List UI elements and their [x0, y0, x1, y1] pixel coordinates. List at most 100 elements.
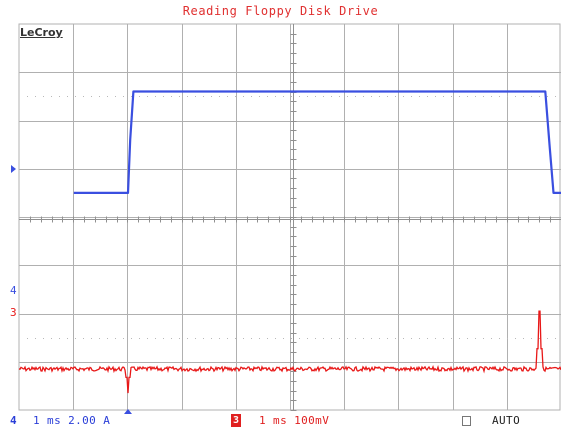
grid-dot — [427, 96, 428, 97]
grid-dot — [59, 338, 60, 339]
grid-dot — [467, 338, 468, 339]
grid-dot — [187, 338, 188, 339]
grid-dot — [331, 96, 332, 97]
grid-dot — [123, 338, 124, 339]
grid-dot — [43, 96, 44, 97]
grid-dot — [555, 96, 556, 97]
grid-dot — [443, 96, 444, 97]
grid-dot — [507, 96, 508, 97]
plot-title: Reading Floppy Disk Drive — [182, 4, 379, 18]
grid-dot — [259, 96, 260, 97]
grid-dot — [307, 96, 308, 97]
grid-dot — [59, 96, 60, 97]
grid-dot — [435, 96, 436, 97]
grid-dot — [99, 338, 100, 339]
grid-dot — [227, 338, 228, 339]
grid-dot — [195, 96, 196, 97]
grid-dot — [443, 338, 444, 339]
grid-dot — [387, 96, 388, 97]
grid-dot — [251, 338, 252, 339]
grid-dot — [299, 96, 300, 97]
grid-dot — [283, 96, 284, 97]
grid-dot — [499, 338, 500, 339]
grid-dot — [115, 96, 116, 97]
grid-dot — [467, 96, 468, 97]
grid-dot — [419, 96, 420, 97]
markers: 43 — [10, 165, 132, 414]
grid-dot — [403, 338, 404, 339]
trigger-mode[interactable]: AUTO — [492, 414, 521, 427]
grid-dot — [483, 96, 484, 97]
grid-dot — [523, 338, 524, 339]
grid-dot — [315, 338, 316, 339]
grid-dot — [539, 96, 540, 97]
grid-dot — [171, 338, 172, 339]
grid-dot — [203, 96, 204, 97]
grid-dot — [539, 338, 540, 339]
grid-dot — [315, 96, 316, 97]
grid-dot — [155, 338, 156, 339]
grid-dot — [355, 338, 356, 339]
grid-dot — [27, 338, 28, 339]
grid-dot — [339, 96, 340, 97]
grid-dot — [51, 338, 52, 339]
grid-dot — [115, 338, 116, 339]
grid-dot — [251, 96, 252, 97]
channel-4-offset-marker-icon — [11, 165, 16, 173]
grid-dot — [347, 96, 348, 97]
grid-dot — [547, 338, 548, 339]
channel-3-label[interactable]: 3 — [231, 414, 241, 427]
grid-dot — [123, 96, 124, 97]
grid-dot — [299, 338, 300, 339]
grid-dot — [491, 338, 492, 339]
grid-dot — [523, 96, 524, 97]
grid-dot — [147, 96, 148, 97]
channel-3-settings[interactable]: 1 ms 100mV — [259, 414, 330, 427]
traces — [18, 90, 561, 394]
channel-4-label[interactable]: 4 — [10, 414, 18, 427]
grid-dot — [379, 96, 380, 97]
grid-dot — [395, 96, 396, 97]
grid-dot — [491, 96, 492, 97]
grid-dot — [323, 96, 324, 97]
grid-dot — [403, 96, 404, 97]
channel-4-trace — [73, 90, 561, 194]
grid-dot — [507, 338, 508, 339]
grid-dot — [83, 96, 84, 97]
grid-dot — [187, 96, 188, 97]
grid-dot — [411, 96, 412, 97]
grid-dot — [131, 338, 132, 339]
brand-logo: LeCroy — [20, 26, 63, 39]
grid-dot — [179, 96, 180, 97]
grid-dot — [211, 96, 212, 97]
channel-4-settings[interactable]: 1 ms 2.00 A — [33, 414, 111, 427]
channel-4-level-label: 4 — [10, 284, 17, 297]
grid-dot — [371, 96, 372, 97]
grid-dot — [107, 96, 108, 97]
grid-dot — [235, 96, 236, 97]
grid-dot — [451, 338, 452, 339]
grid-dot — [243, 96, 244, 97]
grid-dot — [515, 96, 516, 97]
grid-dot — [267, 338, 268, 339]
grid-dot — [147, 338, 148, 339]
grid-dot — [419, 338, 420, 339]
grid-dot — [235, 338, 236, 339]
grid-dot — [475, 338, 476, 339]
grid-dot — [75, 338, 76, 339]
channel-3-level-label: 3 — [10, 306, 17, 319]
grid-dot — [219, 96, 220, 97]
trigger-mode-checkbox[interactable] — [462, 416, 471, 426]
channel-3-trace — [18, 310, 561, 394]
grid-dot — [51, 96, 52, 97]
grid-dot — [91, 338, 92, 339]
grid-dot — [347, 338, 348, 339]
grid-dot — [371, 338, 372, 339]
grid-dot — [555, 338, 556, 339]
grid-dot — [483, 338, 484, 339]
grid-dot — [339, 338, 340, 339]
grid-dot — [283, 338, 284, 339]
grid-dot — [195, 338, 196, 339]
grid-dot — [291, 96, 292, 97]
